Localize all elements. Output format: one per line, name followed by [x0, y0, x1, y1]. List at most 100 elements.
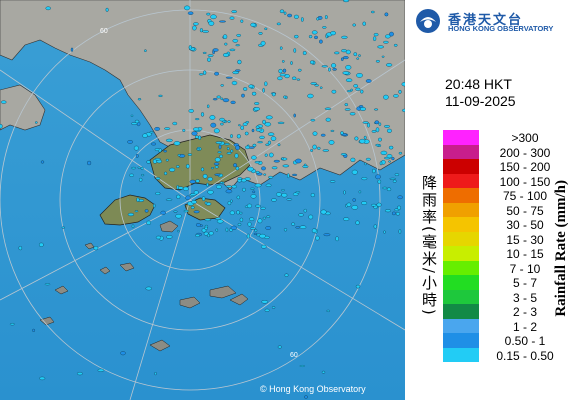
radar-echo: [237, 59, 242, 65]
radar-echo: [320, 133, 326, 137]
radar-echo: [225, 185, 232, 188]
radar-map: 60 60 © Hong Kong Observatory: [0, 0, 405, 400]
radar-echo: [277, 121, 285, 124]
radar-echo: [395, 212, 400, 216]
radar-echo: [330, 30, 337, 36]
radar-echo: [235, 44, 240, 47]
radar-echo: [218, 144, 222, 150]
radar-echo: [281, 192, 288, 198]
radar-echo: [331, 89, 337, 94]
radar-echo: [314, 84, 320, 87]
radar-echo: [215, 184, 222, 189]
radar-echo: [307, 93, 314, 99]
radar-echo: [332, 68, 337, 71]
radar-echo: [384, 12, 389, 17]
radar-echo: [242, 187, 246, 192]
radar-echo: [142, 133, 148, 138]
legend-title-chinese: 降雨率(毫米/小時): [420, 175, 438, 317]
radar-echo: [233, 163, 238, 168]
radar-echo: [137, 166, 142, 169]
radar-echo: [77, 372, 83, 376]
radar-echo: [213, 128, 220, 134]
radar-echo: [298, 213, 304, 217]
radar-echo: [214, 173, 221, 176]
radar-echo: [255, 170, 260, 174]
radar-echo: [375, 127, 380, 133]
legend-range-label: 200 - 300: [499, 145, 551, 160]
radar-echo: [295, 226, 301, 229]
radar-echo: [247, 166, 254, 172]
radar-echo: [254, 160, 260, 164]
radar-echo: [215, 141, 223, 144]
radar-echo: [319, 39, 323, 44]
legend-range-label: 50 - 75: [506, 203, 544, 218]
radar-echo: [154, 157, 161, 161]
radar-echo: [300, 17, 304, 22]
radar-echo: [302, 51, 307, 56]
radar-echo: [44, 283, 51, 286]
radar-echo: [362, 121, 369, 124]
radar-echo: [343, 0, 350, 3]
radar-echo: [154, 372, 157, 376]
radar-echo: [260, 244, 267, 249]
radar-echo: [86, 160, 92, 166]
radar-echo: [345, 78, 353, 82]
legend-range-label: 7 - 10: [509, 261, 541, 276]
radar-echo: [200, 112, 205, 117]
radar-echo: [378, 122, 382, 126]
legend-row: 15 - 30: [443, 231, 573, 247]
radar-echo: [235, 166, 240, 171]
radar-echo: [321, 370, 326, 374]
radar-echo: [234, 69, 241, 72]
radar-echo: [154, 148, 160, 152]
logo-english-text: HONG KONG OBSERVATORY: [448, 24, 554, 33]
radar-echo: [191, 200, 197, 204]
radar-echo: [398, 89, 402, 94]
radar-echo: [350, 157, 356, 162]
radar-echo: [358, 54, 361, 57]
radar-echo: [275, 192, 282, 197]
radar-echo: [394, 173, 400, 177]
radar-echo: [258, 32, 263, 35]
radar-echo: [388, 145, 394, 150]
radar-echo: [375, 60, 380, 63]
radar-echo: [240, 125, 244, 131]
observation-date: 11-09-2025: [445, 93, 516, 109]
radar-echo: [264, 153, 268, 157]
legend-row: >300: [443, 130, 573, 145]
radar-echo: [359, 138, 366, 144]
radar-echo: [281, 60, 285, 63]
radar-echo: [265, 115, 273, 120]
info-panel: 香港天文台 HONG KONG OBSERVATORY 20:48 HKT 11…: [405, 0, 577, 400]
legend-range-label: 15 - 30: [506, 232, 544, 247]
radar-echo: [271, 166, 278, 170]
radar-echo: [302, 165, 309, 169]
radar-echo: [187, 153, 192, 156]
radar-echo: [279, 9, 285, 14]
radar-echo: [345, 49, 351, 55]
radar-echo: [210, 122, 217, 128]
radar-echo: [176, 194, 181, 199]
range-ring-label: 60: [100, 28, 108, 35]
radar-echo: [324, 15, 328, 20]
radar-echo: [251, 91, 257, 96]
radar-echo: [265, 226, 272, 230]
radar-echo: [134, 119, 140, 124]
radar-echo: [229, 16, 235, 20]
radar-echo: [177, 230, 180, 233]
radar-echo: [281, 157, 284, 160]
radar-echo: [374, 120, 379, 125]
radar-echo: [388, 160, 391, 163]
radar-echo: [259, 135, 265, 139]
radar-echo: [235, 145, 240, 151]
radar-echo: [279, 46, 283, 50]
radar-echo: [223, 34, 228, 40]
legend-row: 75 - 100: [443, 188, 573, 203]
radar-echo: [360, 89, 364, 94]
legend-range-label: 1 - 2: [512, 319, 537, 334]
radar-echo: [283, 11, 287, 15]
radar-echo: [255, 204, 261, 208]
radar-echo: [182, 128, 186, 132]
radar-echo: [231, 80, 238, 86]
radar-echo: [398, 229, 402, 234]
